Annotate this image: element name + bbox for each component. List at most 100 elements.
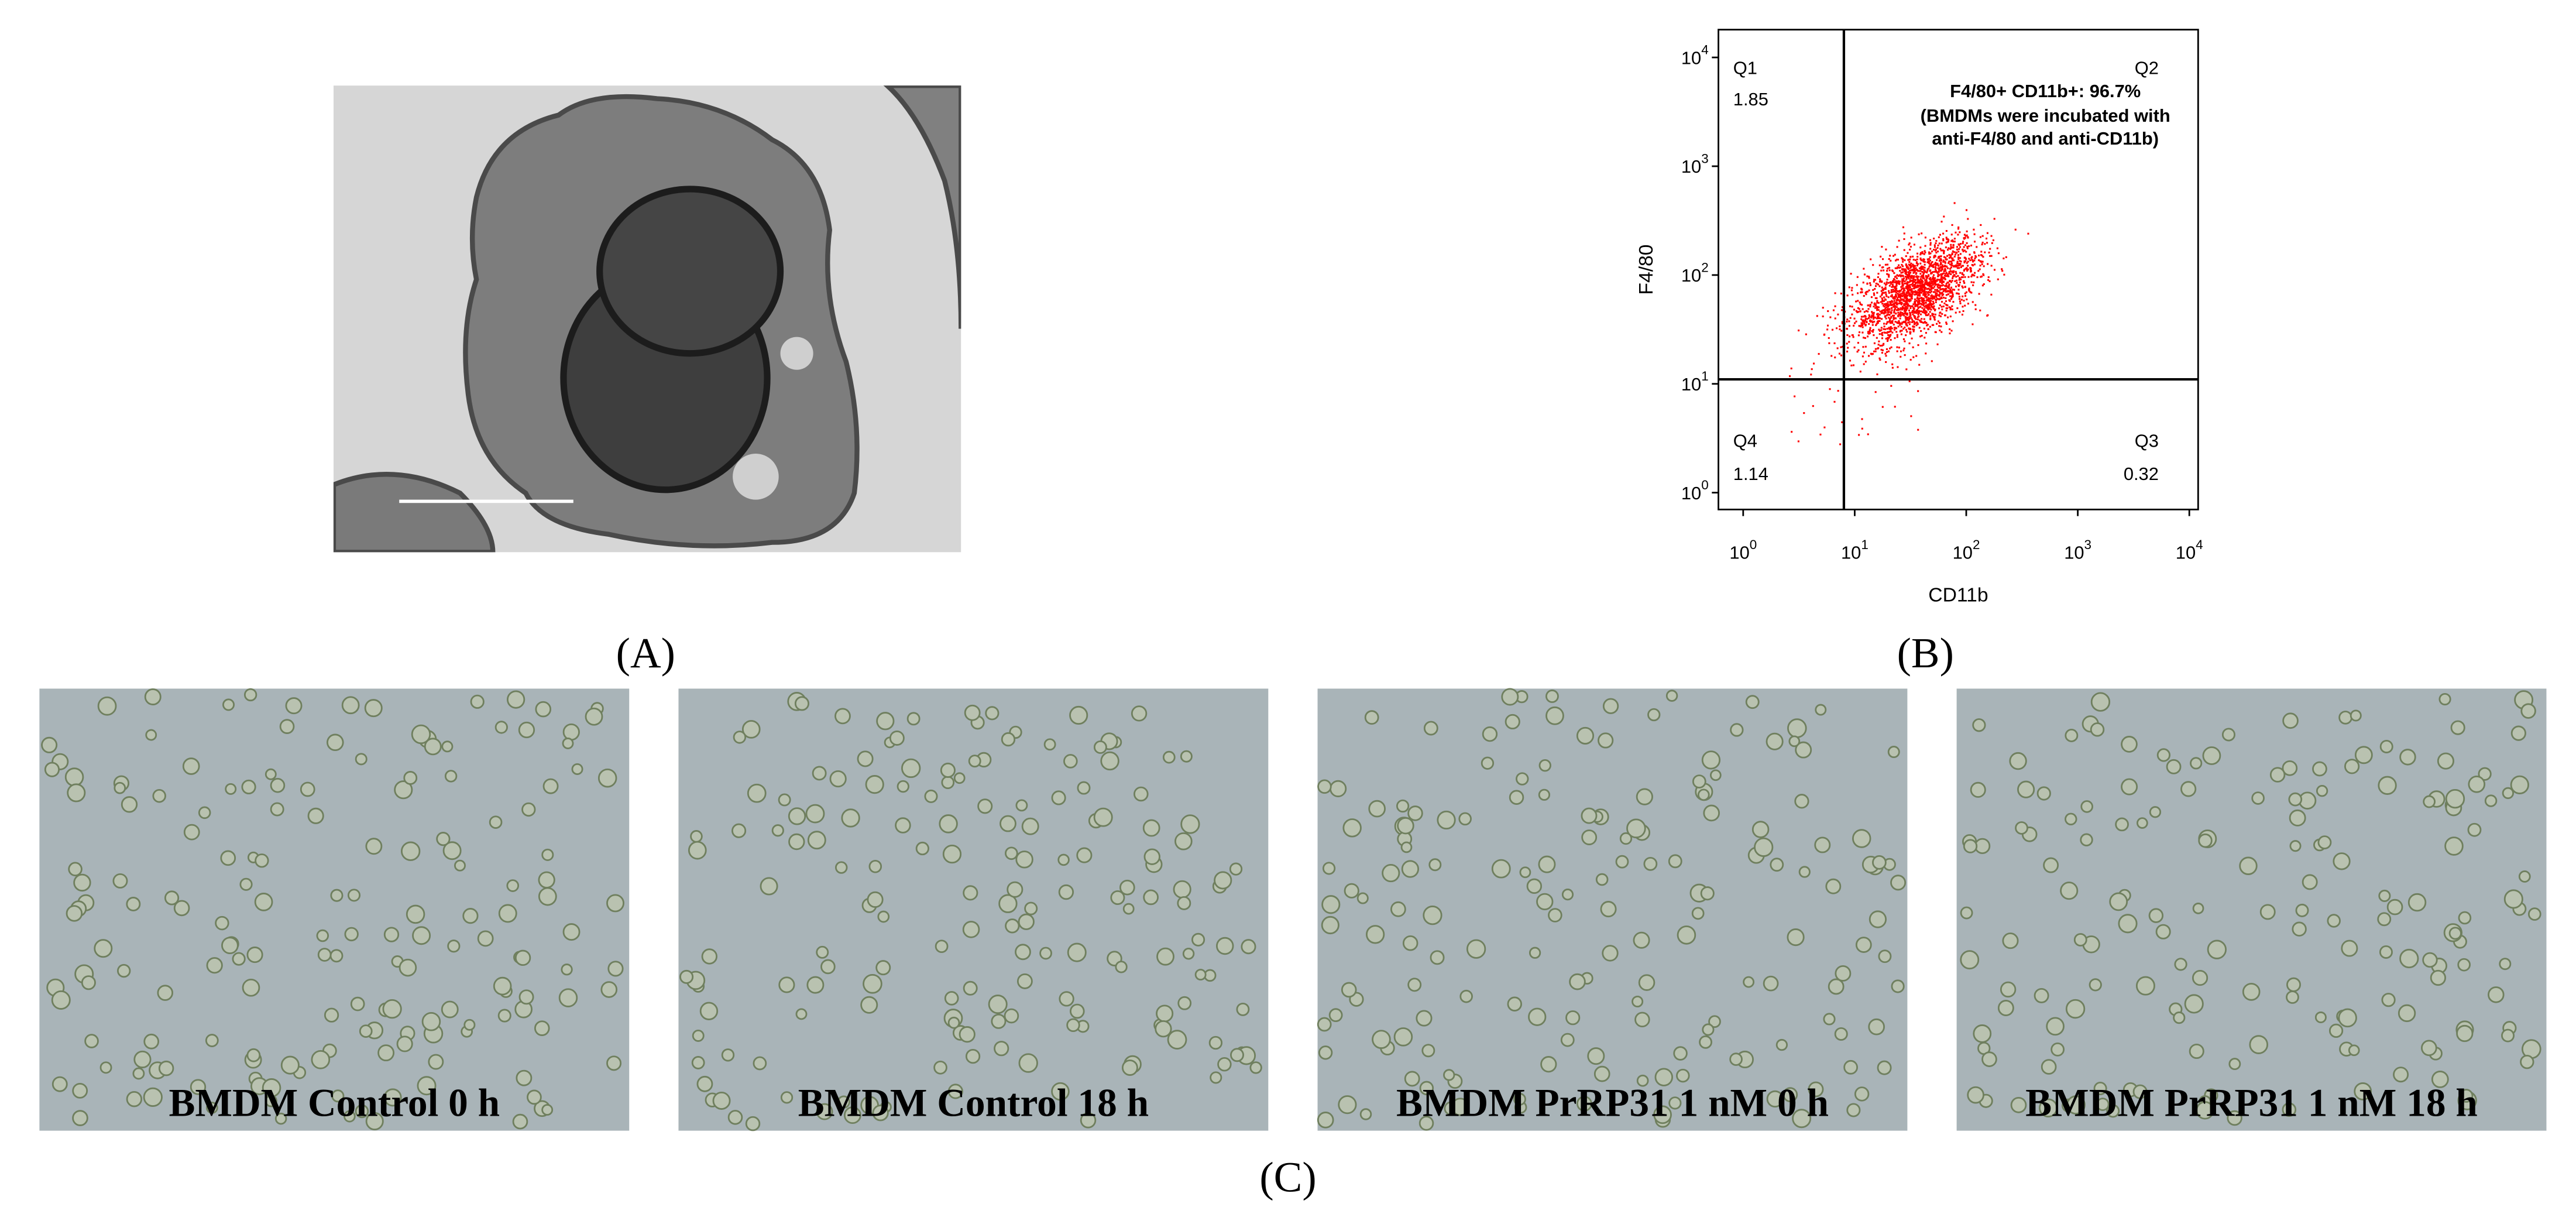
event-dot (1905, 308, 1908, 310)
event-dot (1907, 288, 1909, 290)
event-dot (1891, 301, 1894, 303)
cell (2438, 692, 2451, 706)
cell (2328, 1023, 2344, 1038)
event-dot (1916, 292, 1918, 294)
event-dot (1987, 263, 1989, 265)
event-dot (1959, 231, 1961, 234)
event-dot (1849, 335, 1851, 338)
event-dot (1953, 289, 1956, 291)
event-dot (1839, 443, 1842, 445)
cell (355, 1104, 369, 1119)
event-dot (1939, 266, 1942, 269)
event-dot (1942, 284, 1945, 286)
event-dot (1826, 328, 1829, 331)
tick-label: 102 (1681, 260, 1709, 286)
cell (1241, 939, 1256, 955)
event-dot (1915, 309, 1918, 311)
event-dot (1887, 303, 1889, 306)
event-dot (1909, 294, 1912, 296)
event-dot (1973, 275, 1976, 277)
cell (1855, 937, 1872, 953)
event-dot (1883, 304, 1885, 307)
event-dot (1938, 295, 1940, 297)
event-dot (1950, 234, 1953, 236)
event-dot (1914, 293, 1916, 296)
event-dot (1873, 316, 1875, 318)
event-dot (1949, 295, 1952, 297)
cell (991, 1013, 1007, 1029)
event-dot (1959, 298, 1961, 300)
cell (1393, 1027, 1413, 1047)
event-dot (1920, 310, 1922, 313)
cell (164, 890, 180, 906)
event-dot (1932, 287, 1935, 289)
event-dot (1890, 289, 1892, 292)
tick-exponent: 3 (2084, 537, 2091, 552)
event-dot (1901, 282, 1904, 284)
cell (1798, 866, 1811, 878)
event-dot (1860, 288, 1863, 290)
event-dot (1973, 263, 1976, 266)
cell (2488, 986, 2505, 1003)
cell (1619, 832, 1633, 845)
cell (447, 939, 461, 953)
cell (1328, 1008, 1343, 1023)
event-dot (1952, 259, 1954, 262)
event-dot (1900, 286, 1902, 288)
event-dot (1945, 272, 1948, 274)
cell (1576, 726, 1595, 745)
event-dot (1907, 318, 1909, 321)
event-dot (1867, 332, 1870, 334)
event-dot (1949, 270, 1952, 272)
event-dot (1925, 278, 1928, 280)
event-dot (1963, 269, 1965, 272)
event-dot (1911, 321, 1914, 323)
event-dot (1922, 284, 1925, 286)
event-dot (1921, 288, 1923, 290)
event-dot (1840, 354, 1843, 356)
event-dot (1914, 282, 1917, 284)
cell (1167, 1030, 1187, 1050)
event-dot (1874, 350, 1877, 352)
cell (1066, 1018, 1080, 1033)
event-dot (1887, 296, 1890, 299)
event-dot (1914, 322, 1916, 324)
event-dot (1960, 260, 1962, 263)
event-dot (1864, 318, 1867, 320)
event-dot (1979, 309, 1981, 311)
event-dot (1861, 418, 1863, 420)
event-dot (1988, 280, 1991, 282)
event-dot (1932, 276, 1934, 279)
event-dot (1885, 281, 1888, 283)
event-dot (1899, 313, 1901, 315)
event-dot (1901, 257, 1903, 259)
event-dot (1926, 270, 1929, 272)
cell (2289, 840, 2302, 852)
event-dot (1957, 226, 1960, 228)
event-dot (1923, 286, 1925, 289)
event-dot (1893, 300, 1895, 302)
event-dot (1897, 325, 1900, 328)
event-dot (1928, 307, 1930, 310)
event-dot (1867, 308, 1870, 310)
event-dot (1884, 298, 1887, 300)
event-dot (1945, 273, 1947, 275)
event-dot (1959, 278, 1961, 281)
cell (1459, 989, 1473, 1003)
event-dot (1974, 272, 1976, 274)
tem-image (333, 85, 961, 553)
event-dot (1789, 375, 1791, 378)
event-dot (1877, 273, 1880, 275)
event-dot (1969, 259, 1972, 262)
event-dot (1935, 293, 1937, 296)
event-dot (1913, 244, 1915, 246)
event-dot (1943, 256, 1946, 258)
event-dot (1861, 304, 1863, 306)
event-dot (1961, 313, 1963, 316)
cell (383, 1088, 402, 1107)
event-dot (1900, 266, 1902, 269)
event-dot (1908, 316, 1911, 318)
cell (1423, 721, 1438, 736)
event-dot (1887, 350, 1890, 352)
event-dot (1957, 275, 1959, 277)
